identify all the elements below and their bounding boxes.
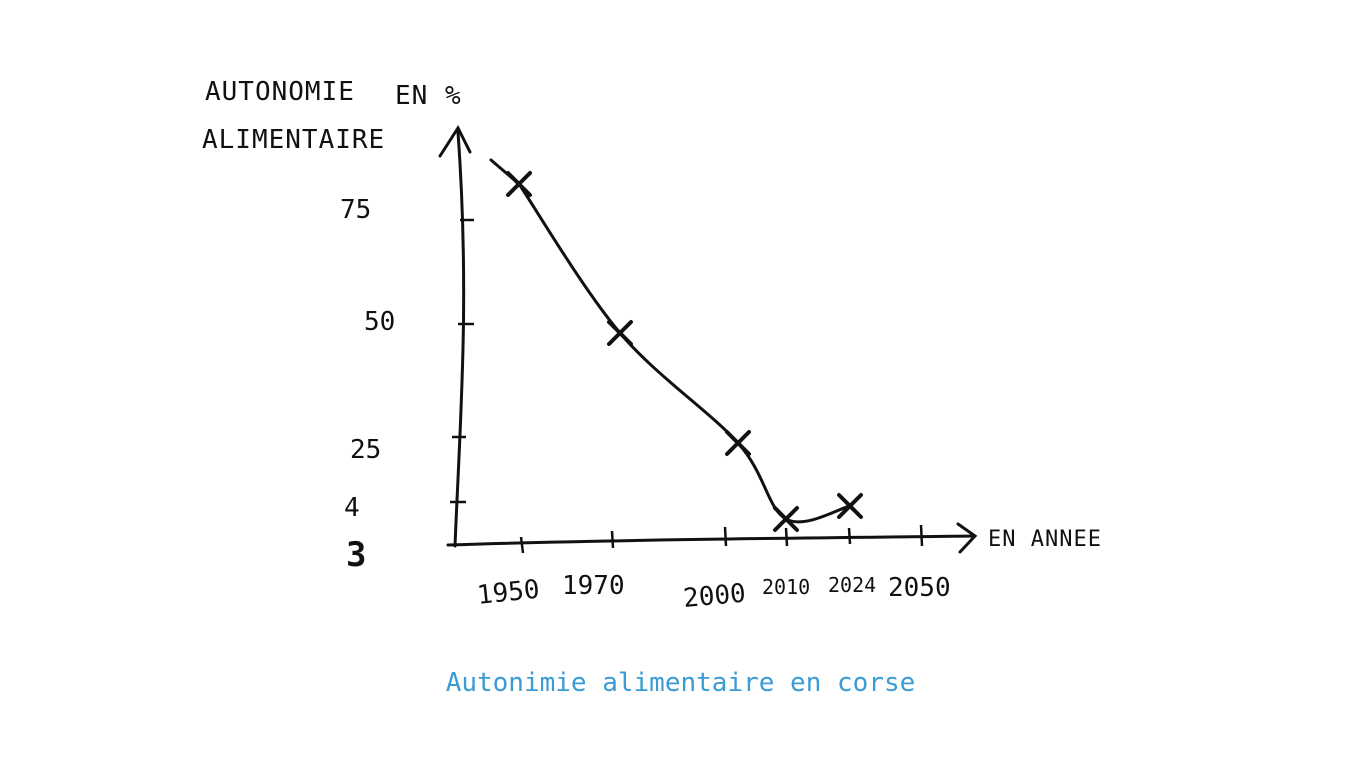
data-point-marker <box>837 493 863 519</box>
x-tick-label: 1950 <box>476 575 541 611</box>
y-axis-arrow <box>438 124 472 158</box>
y-tick-label: 75 <box>340 195 371 225</box>
x-tick-mark <box>519 536 525 554</box>
y-axis-title-line2: ALIMENTAIRE <box>202 125 385 155</box>
y-axis-unit: EN % <box>395 81 462 111</box>
x-tick-mark <box>784 527 789 547</box>
x-tick-mark <box>723 526 728 547</box>
series-autonomie <box>489 158 863 532</box>
data-point-marker <box>725 430 751 456</box>
x-tick-mark <box>919 524 924 547</box>
x-tick-label: 2000 <box>682 579 747 614</box>
y-axis <box>453 130 466 548</box>
data-point-marker <box>506 171 532 197</box>
x-tick-label: 2010 <box>762 575 810 599</box>
chart-caption: Autonimie alimentaire en corse <box>445 668 916 698</box>
y-tick-label: 4 <box>344 493 360 523</box>
y-tick-label: 3 <box>346 535 366 575</box>
x-tick-label: 2024 <box>828 573 876 597</box>
x-axis <box>446 534 977 547</box>
x-axis-title: EN ANNEE <box>988 527 1102 552</box>
x-tick-label: 2050 <box>888 573 951 603</box>
data-point-marker <box>773 506 799 532</box>
y-axis-title-line1: AUTONOMIE <box>205 77 355 107</box>
series-line <box>489 158 852 524</box>
x-tick-label: 1970 <box>562 571 625 601</box>
x-tick-mark <box>847 527 852 545</box>
y-tick-label: 50 <box>364 307 395 337</box>
data-point-marker <box>607 320 633 346</box>
x-tick-mark <box>610 530 615 549</box>
y-tick-label: 25 <box>350 435 381 465</box>
x-axis-arrow <box>956 522 978 554</box>
